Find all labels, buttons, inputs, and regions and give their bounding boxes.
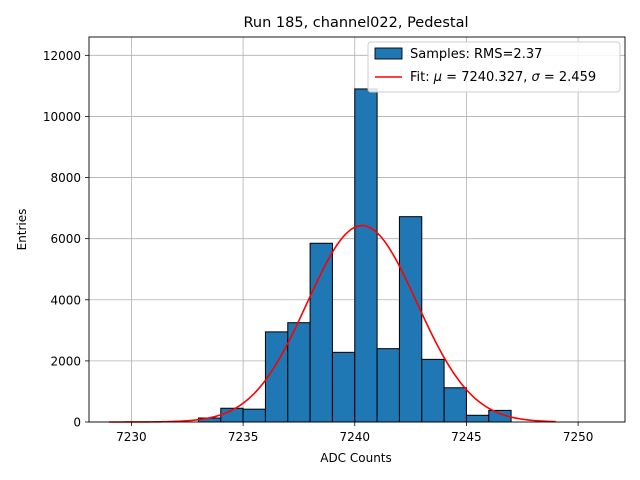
histogram-bar bbox=[421, 358, 445, 423]
y-tick-label: 10000 bbox=[43, 110, 81, 124]
histogram-bar bbox=[309, 242, 333, 423]
histogram-bar bbox=[398, 216, 423, 423]
y-tick-label: 12000 bbox=[43, 49, 81, 63]
histogram-bars bbox=[197, 88, 512, 423]
x-tick-label: 7235 bbox=[228, 430, 259, 444]
x-axis-ticks: 7230 7235 7240 7245 7250 bbox=[116, 422, 593, 444]
histogram-bar bbox=[443, 387, 467, 423]
x-axis-label: ADC Counts bbox=[320, 451, 392, 465]
gaussian-fit-curve bbox=[109, 224, 556, 423]
legend-fit-label: Fit: μ = 7240.327, σ = 2.459 bbox=[410, 70, 596, 85]
histogram-bar bbox=[331, 351, 356, 423]
y-tick-label: 8000 bbox=[50, 171, 81, 185]
y-axis-ticks: 0 2000 4000 6000 8000 10000 12000 bbox=[43, 49, 89, 430]
x-tick-label: 7230 bbox=[116, 430, 147, 444]
histogram-bar bbox=[242, 408, 266, 423]
legend-histogram-swatch bbox=[374, 47, 403, 60]
y-tick-label: 4000 bbox=[50, 293, 81, 307]
legend: Samples: RMS=2.37 Fit: μ = 7240.327, σ =… bbox=[367, 41, 621, 93]
x-tick-label: 7250 bbox=[563, 430, 594, 444]
y-tick-label: 6000 bbox=[50, 232, 81, 246]
plot-frame bbox=[88, 36, 626, 423]
histogram-bar bbox=[354, 88, 378, 423]
histogram-bar bbox=[465, 414, 490, 423]
histogram-bar bbox=[376, 348, 400, 423]
y-axis-label: Entries bbox=[15, 209, 29, 251]
y-tick-label: 0 bbox=[73, 416, 81, 430]
legend-box bbox=[367, 41, 621, 93]
y-tick-label: 2000 bbox=[50, 354, 81, 368]
legend-histogram-label: Samples: RMS=2.37 bbox=[410, 47, 542, 62]
chart-title: Run 185, channel022, Pedestal bbox=[243, 15, 468, 31]
x-tick-label: 7240 bbox=[339, 430, 370, 444]
x-tick-label: 7245 bbox=[451, 430, 482, 444]
